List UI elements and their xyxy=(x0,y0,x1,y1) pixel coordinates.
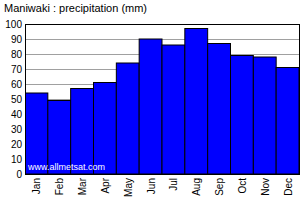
chart-container: Maniwaki : precipitation (mm) 0 10 20 30 40 50… xyxy=(0,0,306,200)
y-tick-label: 50 xyxy=(11,94,23,105)
bar xyxy=(276,68,299,175)
plot-area xyxy=(25,24,299,174)
y-tick-label: 0 xyxy=(16,169,22,180)
bar xyxy=(231,56,254,175)
y-tick-label: 90 xyxy=(11,34,23,45)
chart-svg: Maniwaki : precipitation (mm) 0 10 20 30 40 50… xyxy=(0,0,306,200)
x-tick-label: Jul xyxy=(168,178,179,191)
x-tick-label: Jun xyxy=(146,178,157,194)
x-tick-label: Apr xyxy=(100,177,111,193)
y-tick-label: 10 xyxy=(11,154,23,165)
bar xyxy=(162,45,185,174)
y-tick-label: 30 xyxy=(11,124,23,135)
x-tick-label: Dec xyxy=(283,178,294,196)
bars xyxy=(25,29,299,175)
y-tick-label: 60 xyxy=(11,79,23,90)
y-tick-label: 40 xyxy=(11,109,23,120)
annotation: www.allmetsat.com xyxy=(27,162,105,172)
x-tick-label: Nov xyxy=(260,178,271,196)
x-tick-label: Sep xyxy=(214,178,225,196)
x-tick-label: Mar xyxy=(77,177,88,195)
y-tick-label: 80 xyxy=(11,49,23,60)
x-tick-label: Oct xyxy=(237,178,248,194)
x-tick-label: May xyxy=(123,178,134,197)
bar xyxy=(94,83,117,175)
bar xyxy=(185,29,208,175)
y-tick-label: 70 xyxy=(11,64,23,75)
title: Maniwaki : precipitation (mm) xyxy=(4,2,147,14)
x-tick-label: Jan xyxy=(31,178,42,194)
x-tick-label: Feb xyxy=(54,178,65,196)
x-tick-label: Aug xyxy=(191,178,202,196)
bar xyxy=(208,44,231,175)
bar xyxy=(116,63,139,174)
bar xyxy=(139,39,162,174)
plot-frame xyxy=(25,24,299,174)
y-tick-label: 100 xyxy=(5,19,22,30)
bar xyxy=(253,57,276,174)
y-tick-label: 20 xyxy=(11,139,23,150)
